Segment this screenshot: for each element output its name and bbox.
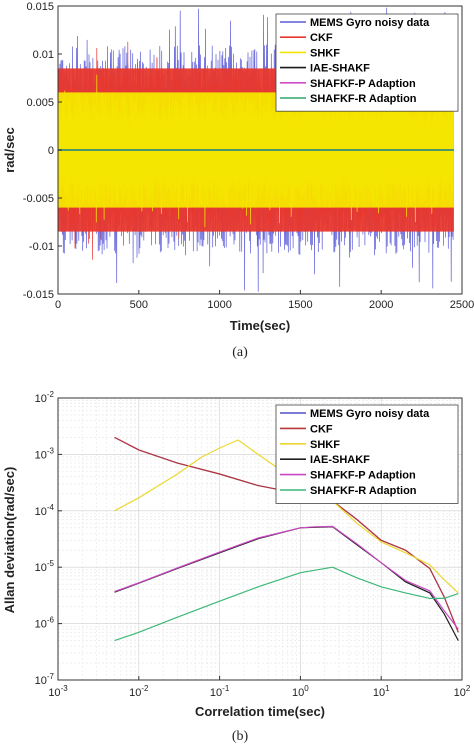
b-xtick-label: 10-2 — [129, 684, 149, 699]
b-ytick-label: 10-2 — [35, 390, 55, 405]
panel-a-ylabel: rad/sec — [2, 127, 17, 173]
a-legend-label: SHAFKF-R Adaption — [310, 93, 417, 105]
a-xtick-label: 2000 — [369, 299, 393, 311]
panel-a-caption: (a) — [232, 345, 248, 360]
a-ytick-label: -0.01 — [29, 241, 54, 253]
a-ytick-label: 0.015 — [26, 1, 54, 13]
panel-b-ylabel: Allan deviation(rad/sec) — [2, 467, 17, 614]
a-xtick-label: 1000 — [207, 299, 231, 311]
a-ytick-label: 0.01 — [33, 49, 54, 61]
b-ytick-label: 10-6 — [35, 616, 55, 631]
panel-b-allan-deviation: MEMS Gyro noisy data CKF SHKF IAE-SHAKF SHAF… — [2, 390, 471, 744]
b-legend-label: SHAFKF-R Adaption — [310, 485, 417, 497]
a-xtick-label: 500 — [130, 299, 148, 311]
a-ytick-label: -0.005 — [23, 193, 54, 205]
a-xtick-label: 2500 — [450, 299, 474, 311]
a-legend-label: MEMS Gyro noisy data — [310, 17, 430, 29]
b-legend-box — [275, 404, 459, 504]
b-legend-label: SHKF — [310, 439, 340, 451]
panel-b-caption: (b) — [232, 729, 249, 744]
a-legend-label: IAE-SHAKF — [310, 63, 370, 75]
panel-a-xlabel: Time(sec) — [230, 318, 290, 333]
a-legend-label: SHAFKF-P Adaption — [310, 78, 416, 90]
b-legend-label: MEMS Gyro noisy data — [310, 408, 430, 420]
b-xtick-label: 100 — [292, 684, 309, 699]
a-xtick-label: 0 — [55, 299, 61, 311]
b-xtick-label: 10-1 — [210, 684, 230, 699]
b-series-line-5 — [114, 566, 459, 642]
a-ytick-label: 0 — [48, 145, 54, 157]
b-ytick-label: 10-5 — [35, 559, 55, 574]
b-legend-label: SHAFKF-P Adaption — [310, 470, 416, 482]
a-ytick-label: 0.005 — [26, 97, 54, 109]
b-legend-label: IAE-SHAKF — [310, 454, 370, 466]
a-legend-label: SHKF — [310, 47, 340, 59]
b-xtick-label: 102 — [454, 684, 471, 699]
a-legend-box — [275, 13, 459, 112]
b-ytick-label: 10-7 — [35, 672, 55, 687]
panel-a-time-series: MEMS Gyro noisy data CKF SHKF IAE-SHAKF SHAF… — [2, 1, 474, 360]
panel-b-xlabel: Correlation time(sec) — [195, 704, 325, 719]
b-legend-label: CKF — [310, 423, 333, 435]
b-ytick-label: 10-4 — [35, 503, 55, 518]
a-xtick-label: 1500 — [288, 299, 312, 311]
b-series-line-4 — [114, 525, 459, 630]
a-ytick-label: -0.015 — [23, 289, 54, 301]
b-xtick-label: 101 — [373, 684, 390, 699]
b-xtick-label: 10-3 — [48, 684, 68, 699]
a-legend-label: CKF — [310, 32, 333, 44]
b-ytick-label: 10-3 — [35, 446, 55, 461]
